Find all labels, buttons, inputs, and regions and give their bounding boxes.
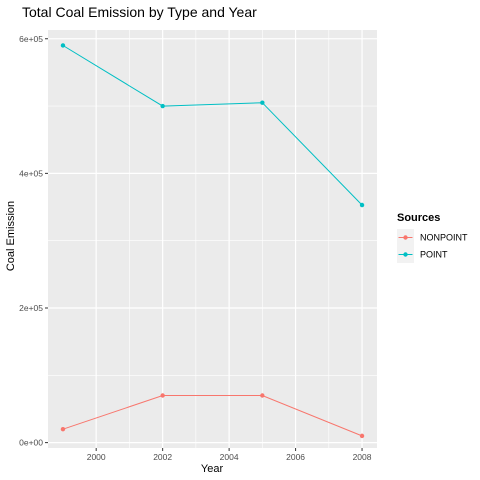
legend-label-nonpoint: NONPOINT — [420, 233, 468, 243]
legend-title: Sources — [397, 212, 440, 224]
data-point-point — [260, 100, 265, 105]
legend-label-point: POINT — [420, 250, 448, 260]
grid-layer — [48, 30, 377, 448]
x-axis-title: Year — [201, 463, 224, 475]
chart-title: Total Coal Emission by Type and Year — [22, 4, 257, 20]
y-tick-label: 4e+05 — [19, 168, 43, 178]
series-layer — [60, 43, 365, 439]
series-line-nonpoint — [62, 395, 363, 437]
data-point-nonpoint — [160, 393, 165, 398]
x-tick-label: 2002 — [153, 452, 172, 462]
x-tick-label: 2000 — [87, 452, 106, 462]
x-tick-label: 2008 — [353, 452, 372, 462]
x-tick-label: 2006 — [286, 452, 305, 462]
y-tick-label: 2e+05 — [19, 303, 43, 313]
y-tick-label: 6e+05 — [19, 34, 43, 44]
legend-key-point-nonpoint — [403, 235, 408, 240]
data-point-nonpoint — [260, 393, 265, 398]
data-point-nonpoint — [359, 433, 365, 439]
legend: Sources NONPOINT POINT — [397, 212, 468, 263]
y-axis-title: Coal Emission — [5, 201, 17, 271]
data-point-point — [160, 103, 165, 109]
legend-key-point-point — [403, 252, 408, 257]
tick-layer: 2000 2002 2004 2006 2008 0e+00 2e+05 4e+05 6e+05 — [19, 34, 372, 462]
series-line-point — [62, 45, 363, 206]
y-tick-label: 0e+00 — [19, 438, 43, 448]
x-tick-label: 2004 — [220, 452, 239, 462]
data-point-point — [359, 202, 365, 208]
data-point-nonpoint — [60, 426, 66, 432]
plot-panel — [48, 30, 377, 448]
data-point-point — [60, 43, 66, 48]
